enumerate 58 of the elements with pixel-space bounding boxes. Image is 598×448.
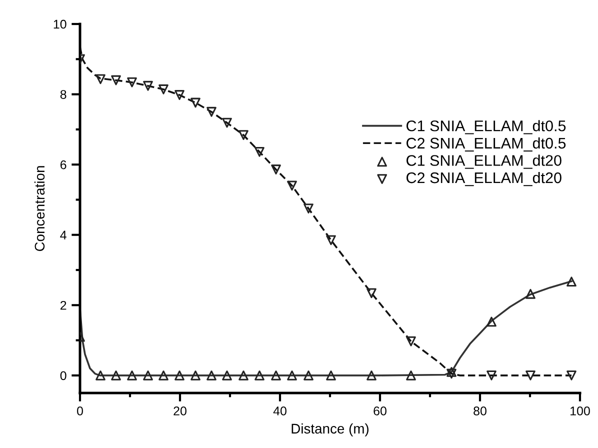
point	[222, 370, 232, 380]
y-tick-label: 4	[60, 230, 66, 240]
point	[287, 370, 297, 380]
point	[526, 370, 536, 380]
point	[206, 370, 216, 380]
point	[304, 370, 314, 380]
x-tick-label: 60	[374, 406, 386, 416]
point	[486, 316, 496, 327]
y-axis-title: Concentration	[34, 166, 45, 252]
point	[406, 336, 416, 346]
point	[174, 90, 184, 100]
point	[96, 370, 106, 380]
point	[254, 146, 264, 157]
y-tick-label: 2	[60, 300, 66, 310]
point	[158, 84, 168, 94]
point	[271, 370, 281, 380]
x-axis-title: Distance (m)	[292, 423, 368, 436]
x-tick-label: 100	[570, 406, 590, 416]
point	[566, 370, 576, 380]
x-tick-label: 20	[174, 406, 186, 416]
point	[526, 288, 536, 299]
point	[96, 74, 106, 84]
point	[174, 370, 184, 380]
y-tick-label: 6	[60, 160, 66, 170]
legend-label: C1 SNIA_ELLAM_dt0.5	[406, 120, 566, 134]
legend-label: C1 SNIA_ELLAM_dt20	[406, 154, 562, 169]
x-tick-label: 0	[77, 406, 83, 416]
legend-label: C2 SNIA_ELLAM_dt20	[406, 172, 562, 186]
point	[304, 204, 314, 214]
legend-label: C2 SNIA_ELLAM_dt0.5	[406, 137, 566, 152]
point	[158, 370, 168, 380]
point	[366, 288, 376, 298]
point	[143, 370, 153, 380]
point	[254, 370, 264, 380]
point	[222, 118, 232, 128]
point	[190, 370, 200, 380]
point	[127, 370, 137, 380]
point	[566, 276, 576, 287]
point	[271, 164, 281, 174]
point	[143, 80, 153, 91]
x-tick-label: 40	[273, 406, 286, 416]
point	[486, 370, 496, 380]
point	[287, 180, 297, 191]
y-tick-label: 10	[54, 20, 66, 29]
point	[111, 75, 121, 86]
point	[111, 370, 121, 380]
y-tick-label: 8	[60, 90, 66, 99]
point	[366, 370, 376, 380]
y-tick-label: 0	[60, 371, 66, 380]
point	[206, 106, 216, 117]
point	[238, 130, 248, 140]
point	[406, 370, 416, 380]
point	[326, 235, 336, 246]
point	[190, 98, 200, 108]
x-tick-label: 80	[474, 406, 486, 416]
point	[238, 370, 248, 380]
point	[127, 77, 137, 88]
point	[326, 370, 336, 380]
